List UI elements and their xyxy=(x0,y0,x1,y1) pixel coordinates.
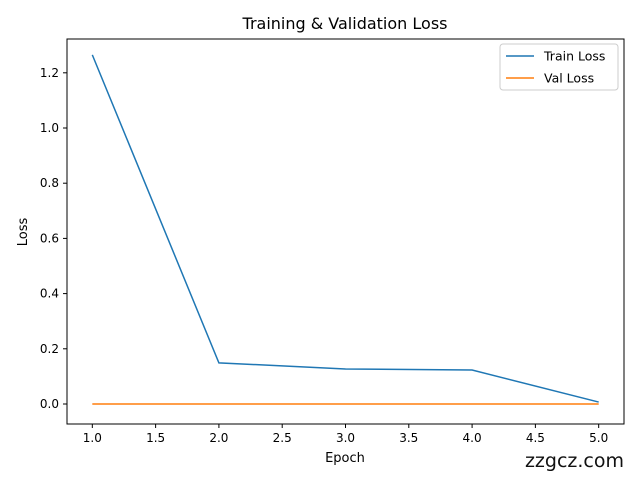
x-tick-label: 5.0 xyxy=(589,431,608,445)
x-tick-label: 2.0 xyxy=(209,431,228,445)
chart-title: Training & Validation Loss xyxy=(242,14,448,33)
watermark: zzgcz.com xyxy=(524,450,624,472)
y-tick-label: 0.8 xyxy=(40,176,59,190)
y-tick-label: 0.2 xyxy=(40,342,59,356)
y-tick-label: 0.0 xyxy=(40,397,59,411)
legend-label: Val Loss xyxy=(544,71,594,86)
series-line-train-loss xyxy=(91,54,599,403)
x-tick-label: 2.5 xyxy=(273,431,292,445)
x-tick-label: 4.0 xyxy=(463,431,482,445)
x-tick-label: 4.5 xyxy=(526,431,545,445)
y-tick-label: 0.4 xyxy=(40,287,59,301)
x-tick-label: 3.5 xyxy=(399,431,418,445)
y-tick-label: 1.0 xyxy=(40,121,59,135)
x-axis-label: Epoch xyxy=(325,451,365,466)
x-tick-label: 1.5 xyxy=(146,431,165,445)
legend-label: Train Loss xyxy=(543,49,605,64)
x-tick-label: 1.0 xyxy=(83,431,102,445)
x-tick-label: 3.0 xyxy=(336,431,355,445)
legend: Train Loss Val Loss xyxy=(499,43,619,91)
y-axis-label: Loss xyxy=(16,218,31,247)
y-tick-label: 0.6 xyxy=(40,231,59,245)
plot-frame xyxy=(66,38,625,425)
y-tick-label: 1.2 xyxy=(40,66,59,80)
